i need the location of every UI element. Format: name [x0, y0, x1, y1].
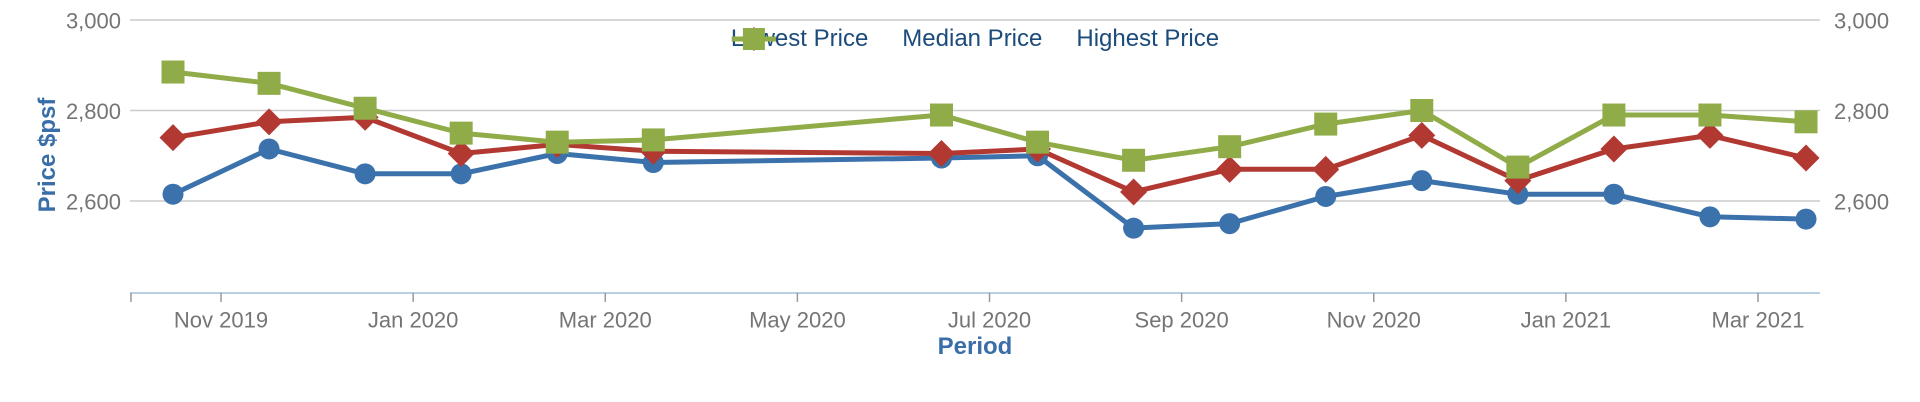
data-point-square	[1122, 148, 1146, 172]
y-axis-title: Price $psf	[34, 97, 61, 213]
x-tick-label: Jul 2020	[948, 308, 1031, 333]
data-point-circle	[1411, 170, 1433, 192]
data-point-diamond	[927, 139, 955, 167]
legend-label: Highest Price	[1076, 25, 1220, 52]
data-point-square	[161, 60, 185, 84]
data-point-square	[1218, 135, 1242, 159]
data-point-diamond	[1600, 135, 1628, 163]
data-point-square	[257, 71, 281, 95]
series-line	[170, 146, 1809, 231]
x-tick-label: Mar 2020	[559, 308, 652, 333]
highest-price-legend-marker-icon	[731, 28, 776, 50]
data-point-diamond	[1792, 144, 1820, 172]
data-point-diamond	[255, 108, 283, 136]
data-point-diamond	[1120, 178, 1148, 206]
data-point-circle	[1507, 183, 1529, 205]
data-point-diamond	[1696, 121, 1724, 149]
x-tick-label: Sep 2020	[1135, 308, 1229, 333]
data-point-diamond	[159, 124, 187, 152]
data-point-circle	[1123, 217, 1145, 239]
data-point-square	[929, 103, 953, 127]
chart-grid: 3,000 3,000 2,800 2,800 2,600 2,600	[66, 9, 1889, 215]
y-tick-label-right: 2,600	[1834, 190, 1889, 215]
data-point-circle	[1315, 185, 1337, 207]
x-axis-title: Period	[937, 333, 1013, 360]
data-point-circle	[1795, 208, 1817, 230]
legend-item-median-price[interactable]: Median Price	[731, 25, 1043, 53]
data-point-circle	[1603, 183, 1625, 205]
data-point-square	[449, 121, 473, 145]
data-point-square	[1794, 110, 1818, 134]
data-point-circle	[258, 138, 280, 160]
series-highest-price	[161, 60, 1818, 179]
x-axis: Nov 2019 Jan 2020 Mar 2020 May 2020 Jul 2020…	[130, 292, 1820, 333]
data-point-square	[641, 128, 665, 152]
data-point-diamond	[447, 139, 475, 167]
legend-label: Median Price	[902, 25, 1043, 52]
data-point-circle	[450, 163, 472, 185]
data-point-circle	[354, 163, 376, 185]
x-tick-label: Nov 2020	[1327, 308, 1421, 333]
data-point-square	[545, 130, 569, 154]
data-point-diamond	[1312, 155, 1340, 183]
x-tick-label: May 2020	[749, 308, 846, 333]
data-point-square	[1602, 103, 1626, 127]
x-tick-label: Jan 2020	[368, 308, 459, 333]
data-point-square	[353, 96, 377, 120]
data-point-circle	[162, 183, 184, 205]
data-point-square	[1506, 155, 1530, 179]
series-line	[170, 114, 1809, 195]
series-line	[170, 69, 1809, 170]
x-tick-label: Jan 2021	[1521, 308, 1612, 333]
data-point-circle	[1699, 206, 1721, 228]
x-tick-label: Nov 2019	[174, 308, 268, 333]
legend-item-highest-price[interactable]: Highest Price	[731, 25, 1220, 53]
data-point-circle	[1219, 213, 1241, 235]
data-point-diamond	[1216, 155, 1244, 183]
chart-legend: Lowest Price Median Price Highest Price	[731, 25, 1219, 53]
data-point-diamond	[1408, 121, 1436, 149]
data-point-square	[1026, 130, 1050, 154]
y-tick-label-left: 2,600	[66, 190, 121, 215]
x-tick-label: Mar 2021	[1712, 308, 1805, 333]
legend-square-glyph	[742, 28, 765, 50]
y-tick-label-right: 2,800	[1834, 99, 1889, 124]
y-tick-label-left: 3,000	[66, 9, 121, 34]
data-point-square	[1698, 103, 1722, 127]
data-point-square	[1410, 99, 1434, 122]
y-tick-label-right: 3,000	[1834, 9, 1889, 34]
data-point-square	[1314, 112, 1338, 136]
y-tick-label-left: 2,800	[66, 99, 121, 124]
